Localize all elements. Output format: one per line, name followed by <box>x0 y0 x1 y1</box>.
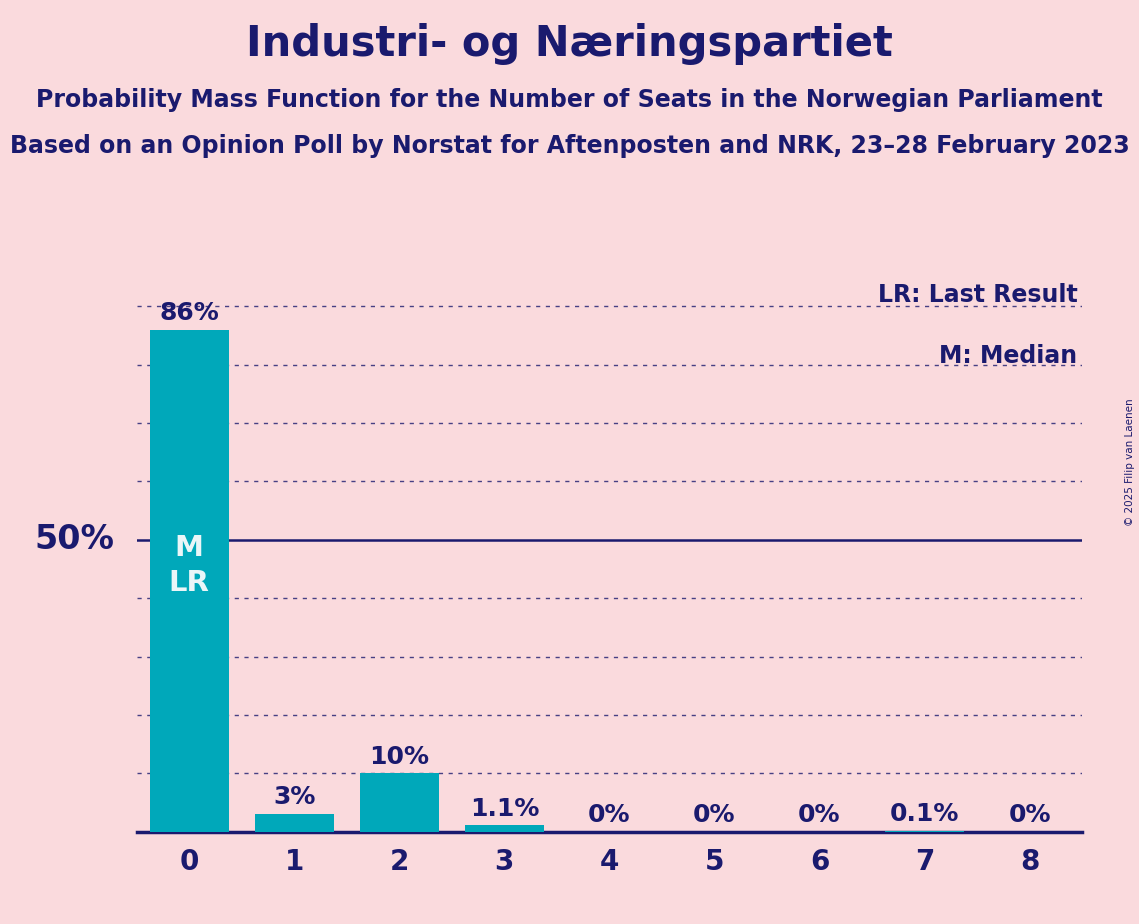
Text: 0%: 0% <box>1008 803 1051 827</box>
Text: Probability Mass Function for the Number of Seats in the Norwegian Parliament: Probability Mass Function for the Number… <box>36 88 1103 112</box>
Text: 0%: 0% <box>798 803 841 827</box>
Text: LR: Last Result: LR: Last Result <box>877 283 1077 307</box>
Text: 50%: 50% <box>34 523 114 556</box>
Bar <box>465 825 543 832</box>
Text: 1.1%: 1.1% <box>469 796 539 821</box>
Text: Industri- og Næringspartiet: Industri- og Næringspartiet <box>246 23 893 65</box>
Text: Based on an Opinion Poll by Norstat for Aftenposten and NRK, 23–28 February 2023: Based on an Opinion Poll by Norstat for … <box>9 134 1130 158</box>
Text: M: Median: M: Median <box>940 344 1077 368</box>
Bar <box>150 330 229 832</box>
Text: 0%: 0% <box>694 803 736 827</box>
Text: 0.1%: 0.1% <box>890 802 959 826</box>
Bar <box>360 773 439 832</box>
Text: 86%: 86% <box>159 301 219 325</box>
Text: © 2025 Filip van Laenen: © 2025 Filip van Laenen <box>1125 398 1134 526</box>
Text: 10%: 10% <box>369 745 429 769</box>
Text: LR: LR <box>169 569 210 597</box>
Bar <box>255 814 334 832</box>
Text: 3%: 3% <box>273 785 316 809</box>
Text: M: M <box>174 534 204 562</box>
Text: 0%: 0% <box>588 803 631 827</box>
